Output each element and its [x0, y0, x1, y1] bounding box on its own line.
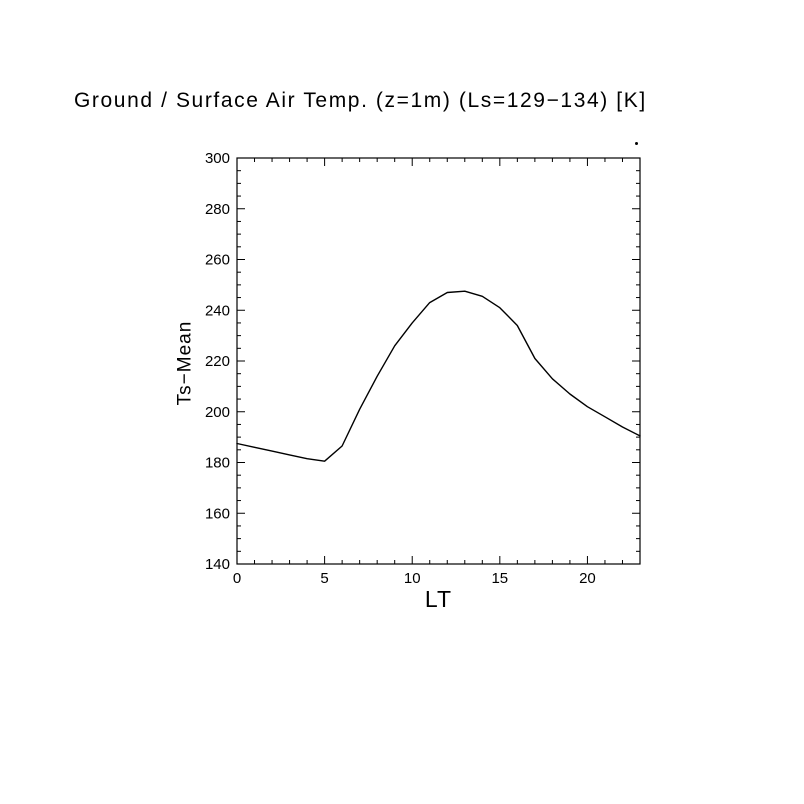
- y-tick-label: 220: [205, 353, 230, 370]
- y-tick-label: 280: [205, 201, 230, 218]
- y-tick-label: 260: [205, 252, 230, 269]
- x-tick-label: 15: [491, 570, 508, 587]
- x-tick-label: 5: [320, 570, 328, 587]
- x-axis-label: LT: [424, 586, 453, 612]
- y-tick-label: 160: [205, 505, 230, 522]
- y-tick-label: 240: [205, 302, 230, 319]
- axes-box: [236, 157, 641, 565]
- y-tick-label: 140: [205, 556, 230, 573]
- x-tick-label: 10: [404, 570, 421, 587]
- chart-title: Ground / Surface Air Temp. (z=1m) (Ls=12…: [74, 89, 647, 112]
- temperature-curve: [236, 290, 641, 462]
- y-tick-label: 180: [205, 455, 230, 472]
- y-tick-label: 300: [205, 150, 230, 167]
- y-tick-label: 200: [205, 404, 230, 421]
- stray-dot: [635, 142, 638, 145]
- x-tick-label: 0: [233, 570, 241, 587]
- x-tick-label: 20: [579, 570, 596, 587]
